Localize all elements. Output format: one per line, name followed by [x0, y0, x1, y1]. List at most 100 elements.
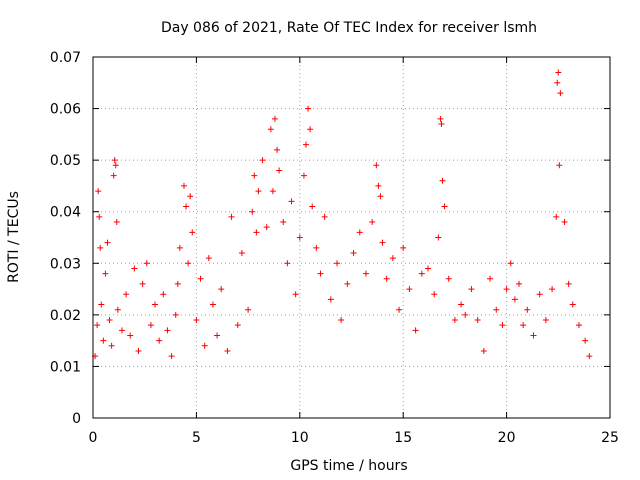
- data-point: [189, 229, 196, 236]
- data-point: [300, 172, 307, 179]
- data-point: [118, 327, 125, 334]
- data-point: [276, 167, 283, 174]
- data-point: [102, 270, 109, 277]
- data-point: [520, 322, 527, 329]
- data-point: [549, 286, 556, 293]
- data-point: [305, 105, 312, 112]
- data-point: [174, 280, 181, 287]
- data-point: [406, 286, 413, 293]
- data-point: [255, 188, 262, 195]
- data-point: [507, 260, 514, 267]
- data-point: [168, 353, 175, 360]
- x-tick-label: 20: [498, 430, 516, 446]
- data-points: [92, 69, 593, 360]
- data-point: [362, 270, 369, 277]
- data-point: [224, 347, 231, 354]
- data-point: [284, 260, 291, 267]
- data-point: [313, 244, 320, 251]
- data-point: [160, 291, 167, 298]
- data-point: [267, 126, 274, 133]
- data-point: [228, 213, 235, 220]
- data-point: [555, 69, 562, 76]
- data-point: [557, 90, 564, 97]
- data-point: [245, 306, 252, 313]
- data-point: [375, 182, 382, 189]
- data-point: [344, 280, 351, 287]
- data-point: [379, 239, 386, 246]
- data-point: [503, 286, 510, 293]
- data-point: [431, 291, 438, 298]
- data-point: [530, 332, 537, 339]
- data-point: [511, 296, 518, 303]
- data-point: [100, 337, 107, 344]
- data-point: [95, 188, 102, 195]
- data-point: [493, 306, 500, 313]
- data-point: [418, 270, 425, 277]
- data-point: [127, 332, 134, 339]
- data-point: [435, 234, 442, 241]
- data-point: [487, 275, 494, 282]
- grid-lines: [93, 57, 610, 418]
- data-point: [205, 255, 212, 262]
- data-point: [383, 275, 390, 282]
- data-point: [445, 275, 452, 282]
- data-point: [439, 177, 446, 184]
- x-tick-label: 10: [291, 430, 309, 446]
- data-point: [147, 322, 154, 329]
- data-point: [123, 291, 130, 298]
- data-point: [139, 280, 146, 287]
- data-point: [94, 322, 101, 329]
- data-point: [396, 306, 403, 313]
- tick-labels: 0 5 10 15 20 25 0 0.01 0.02 0.03 0.04 0.05 0.06 0.07: [50, 50, 619, 446]
- data-point: [269, 188, 276, 195]
- y-tick-label: 0: [72, 411, 81, 427]
- data-point: [280, 219, 287, 226]
- data-point: [377, 193, 384, 200]
- data-point: [104, 239, 111, 246]
- data-point: [437, 115, 444, 122]
- data-point: [586, 353, 593, 360]
- y-axis-label: ROTI / TECUs: [6, 191, 22, 283]
- data-point: [135, 347, 142, 354]
- data-point: [292, 291, 299, 298]
- data-point: [249, 208, 256, 215]
- data-point: [143, 260, 150, 267]
- data-point: [234, 322, 241, 329]
- data-point: [575, 322, 582, 329]
- data-point: [98, 301, 105, 308]
- data-point: [238, 249, 245, 256]
- data-point: [458, 301, 465, 308]
- data-point: [499, 322, 506, 329]
- data-point: [156, 337, 163, 344]
- data-point: [288, 198, 295, 205]
- data-point: [582, 337, 589, 344]
- data-point: [201, 342, 208, 349]
- data-point: [542, 317, 549, 324]
- x-tick-label: 25: [601, 430, 619, 446]
- data-point: [438, 121, 445, 128]
- data-point: [400, 244, 407, 251]
- data-point: [309, 203, 316, 210]
- data-point: [474, 317, 481, 324]
- data-point: [106, 317, 113, 324]
- y-tick-label: 0.05: [50, 153, 81, 169]
- data-point: [108, 342, 115, 349]
- data-point: [524, 306, 531, 313]
- data-point: [553, 213, 560, 220]
- data-point: [554, 79, 561, 86]
- data-point: [321, 213, 328, 220]
- data-point: [327, 296, 334, 303]
- data-point: [271, 115, 278, 122]
- data-point: [307, 126, 314, 133]
- data-point: [468, 286, 475, 293]
- data-point: [176, 244, 183, 251]
- data-point: [253, 229, 260, 236]
- data-point: [451, 317, 458, 324]
- data-point: [111, 157, 118, 164]
- data-point: [110, 172, 117, 179]
- data-point: [480, 347, 487, 354]
- data-point: [296, 234, 303, 241]
- data-point: [569, 301, 576, 308]
- data-point: [556, 162, 563, 169]
- data-point: [97, 244, 104, 251]
